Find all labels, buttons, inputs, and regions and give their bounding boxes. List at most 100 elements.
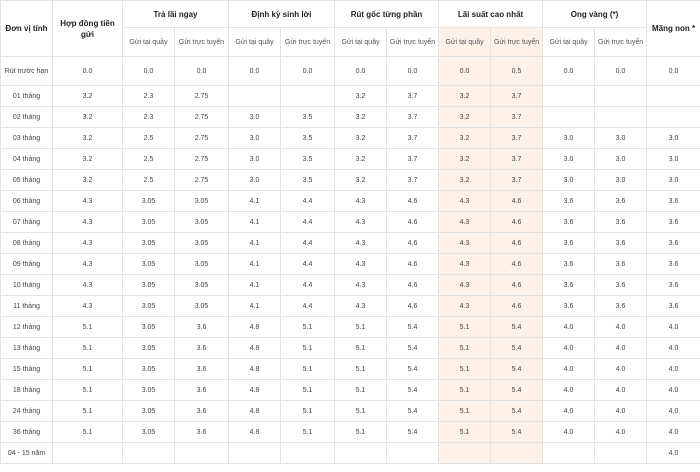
rate-cell-ong-vang-online: 3.0 bbox=[594, 148, 648, 170]
rate-cell-dinh-ky-counter: 4.8 bbox=[228, 379, 281, 401]
rate-cell-mang-non: 3.6 bbox=[646, 232, 700, 254]
rate-cell-ong-vang-counter: 4.0 bbox=[542, 358, 596, 380]
rate-cell-tra-lai-ngay-counter: 3.05 bbox=[122, 274, 175, 296]
rate-cell-cao-nhat-online: 3.7 bbox=[490, 169, 544, 191]
rate-cell-tra-lai-ngay-counter: 3.05 bbox=[122, 337, 175, 359]
table-row: 11 tháng 4.3 3.05 3.05 4.1 4.4 4.3 4.6 4.3 4.6 3.6… bbox=[0, 295, 700, 317]
rate-cell-ong-vang-online: 3.6 bbox=[594, 232, 648, 254]
rate-cell-ong-vang-online: 4.0 bbox=[594, 358, 648, 380]
rate-cell-mang-non: 3.0 bbox=[646, 127, 700, 149]
rate-cell-cao-nhat-counter: 3.2 bbox=[438, 169, 492, 191]
rate-cell-cao-nhat-counter: 5.1 bbox=[438, 379, 492, 401]
rate-cell-cao-nhat-online: 5.4 bbox=[490, 316, 544, 338]
rate-cell-dinh-ky-online: 5.1 bbox=[279, 400, 336, 422]
rate-cell-tra-lai-ngay-online: 3.6 bbox=[174, 316, 229, 338]
term-label: 04 - 15 năm bbox=[0, 442, 53, 464]
rate-cell-dinh-ky-online: 4.4 bbox=[279, 253, 336, 275]
table-row: 10 tháng 4.3 3.05 3.05 4.1 4.4 4.3 4.6 4.3 4.6 3.6… bbox=[0, 274, 700, 296]
rate-cell-cao-nhat-counter: 4.3 bbox=[438, 274, 492, 296]
rate-cell-tra-lai-ngay-online: 2.75 bbox=[174, 148, 229, 170]
header-contract: Hợp đồng tiền gửi bbox=[52, 0, 123, 57]
subheader-counter: Gửi tại quầy bbox=[228, 27, 281, 57]
table-row: 13 tháng 5.1 3.05 3.6 4.8 5.1 5.1 5.4 5.1 5.4 4.0 4… bbox=[0, 337, 700, 359]
rate-cell-tra-lai-ngay-counter: 2.3 bbox=[122, 106, 175, 128]
rate-cell-contract: 5.1 bbox=[52, 400, 123, 422]
rate-cell-mang-non: 3.6 bbox=[646, 274, 700, 296]
rate-cell-ong-vang-online: 4.0 bbox=[594, 337, 648, 359]
rate-cell-mang-non: 4.0 bbox=[646, 400, 700, 422]
rate-cell-ong-vang-counter: 3.0 bbox=[542, 127, 596, 149]
table-row: 01 tháng 3.2 2.3 2.75 3.2 3.7 3.2 3.7 bbox=[0, 85, 700, 107]
rate-cell-rut-goc-counter: 3.2 bbox=[334, 106, 388, 128]
rate-cell-ong-vang-online: 4.0 bbox=[594, 316, 648, 338]
header-dinh-ky-sinh-loi: Định kỳ sinh lời bbox=[227, 0, 336, 28]
rate-cell-rut-goc-online: 4.6 bbox=[386, 232, 440, 254]
table-row: 36 tháng 5.1 3.05 3.6 4.8 5.1 5.1 5.4 5.1 5.4 4.0 4… bbox=[0, 421, 700, 443]
table-row: Rút trước hạn 0.0 0.0 0.0 0.0 0.0 0.0 0.0 0.0 0.5… bbox=[0, 56, 700, 86]
rate-cell-ong-vang-online: 3.6 bbox=[594, 211, 648, 233]
rate-cell-rut-goc-counter: 5.1 bbox=[334, 421, 388, 443]
rate-cell-contract: 5.1 bbox=[52, 379, 123, 401]
rate-cell-tra-lai-ngay-online: 2.75 bbox=[174, 106, 229, 128]
rate-cell-dinh-ky-online: 4.4 bbox=[279, 211, 336, 233]
rate-cell-dinh-ky-online: 3.5 bbox=[279, 127, 336, 149]
rate-cell-dinh-ky-online: 5.1 bbox=[279, 316, 336, 338]
rate-cell-cao-nhat-counter: 4.3 bbox=[438, 253, 492, 275]
rate-cell-rut-goc-counter: 5.1 bbox=[334, 316, 388, 338]
rate-cell-dinh-ky-online: 4.4 bbox=[279, 232, 336, 254]
rate-cell-dinh-ky-online: 0.0 bbox=[279, 56, 336, 86]
rate-cell-tra-lai-ngay-counter: 2.3 bbox=[122, 85, 175, 107]
rate-cell-cao-nhat-online: 4.6 bbox=[490, 253, 544, 275]
header-ong-vang: Ong vàng (*) bbox=[542, 0, 648, 28]
rate-cell-rut-goc-counter: 5.1 bbox=[334, 337, 388, 359]
term-label: 05 tháng bbox=[0, 169, 53, 191]
rate-cell-rut-goc-online: 4.6 bbox=[386, 253, 440, 275]
rate-cell-cao-nhat-online: 4.6 bbox=[490, 274, 544, 296]
header-unit: Đơn vị tính bbox=[0, 0, 53, 57]
rate-cell-cao-nhat-counter: 5.1 bbox=[438, 316, 492, 338]
rate-table-body: Rút trước hạn 0.0 0.0 0.0 0.0 0.0 0.0 0.0 0.0 0.5… bbox=[0, 56, 700, 464]
rate-cell-tra-lai-ngay-counter: 3.05 bbox=[122, 421, 175, 443]
rate-cell-tra-lai-ngay-counter: 3.05 bbox=[122, 190, 175, 212]
table-row: 02 tháng 3.2 2.3 2.75 3.0 3.5 3.2 3.7 3.2 3.7 bbox=[0, 106, 700, 128]
rate-cell-tra-lai-ngay-online: 3.6 bbox=[174, 379, 229, 401]
table-row: 06 tháng 4.3 3.05 3.05 4.1 4.4 4.3 4.6 4.3 4.6 3.6… bbox=[0, 190, 700, 212]
rate-cell-ong-vang-online: 4.0 bbox=[594, 400, 648, 422]
rate-cell-cao-nhat-online: 5.4 bbox=[490, 337, 544, 359]
rate-cell-mang-non: 0.0 bbox=[646, 56, 700, 86]
rate-cell-mang-non: 4.0 bbox=[646, 316, 700, 338]
rate-cell-ong-vang-online: 0.0 bbox=[594, 56, 648, 86]
term-label: 07 tháng bbox=[0, 211, 53, 233]
rate-cell-cao-nhat-counter: 3.2 bbox=[438, 148, 492, 170]
rate-cell-rut-goc-counter: 5.1 bbox=[334, 379, 388, 401]
rate-cell-rut-goc-counter: 4.3 bbox=[334, 253, 388, 275]
rate-cell-dinh-ky-counter: 4.1 bbox=[228, 274, 281, 296]
rate-cell-cao-nhat-online: 4.6 bbox=[490, 190, 544, 212]
rate-cell-ong-vang-counter bbox=[542, 85, 596, 107]
rate-cell-tra-lai-ngay-online: 3.05 bbox=[174, 274, 229, 296]
rate-cell-cao-nhat-counter: 5.1 bbox=[438, 400, 492, 422]
term-label: 12 tháng bbox=[0, 316, 53, 338]
rate-cell-tra-lai-ngay-counter: 3.05 bbox=[122, 211, 175, 233]
rate-cell-tra-lai-ngay-counter: 3.05 bbox=[122, 400, 175, 422]
rate-cell-cao-nhat-counter: 5.1 bbox=[438, 358, 492, 380]
rate-cell-mang-non: 4.0 bbox=[646, 421, 700, 443]
rate-cell-tra-lai-ngay-online: 3.6 bbox=[174, 358, 229, 380]
subheader-online: Gửi trực tuyến bbox=[490, 27, 544, 57]
rate-cell-dinh-ky-online bbox=[279, 442, 336, 464]
rate-cell-rut-goc-online: 4.6 bbox=[386, 211, 440, 233]
subheader-counter: Gửi tại quầy bbox=[334, 27, 388, 57]
rate-cell-mang-non: 3.6 bbox=[646, 253, 700, 275]
header-mang-non: Măng non * bbox=[646, 0, 700, 57]
rate-cell-dinh-ky-online: 5.1 bbox=[279, 379, 336, 401]
rate-cell-rut-goc-online bbox=[386, 442, 440, 464]
rate-cell-rut-goc-online: 4.6 bbox=[386, 274, 440, 296]
rate-cell-tra-lai-ngay-online: 2.75 bbox=[174, 169, 229, 191]
rate-cell-cao-nhat-online: 3.7 bbox=[490, 148, 544, 170]
term-label: 10 tháng bbox=[0, 274, 53, 296]
rate-cell-contract bbox=[52, 442, 123, 464]
rate-cell-dinh-ky-counter: 4.8 bbox=[228, 400, 281, 422]
rate-cell-contract: 4.3 bbox=[52, 211, 123, 233]
term-label: 13 tháng bbox=[0, 337, 53, 359]
